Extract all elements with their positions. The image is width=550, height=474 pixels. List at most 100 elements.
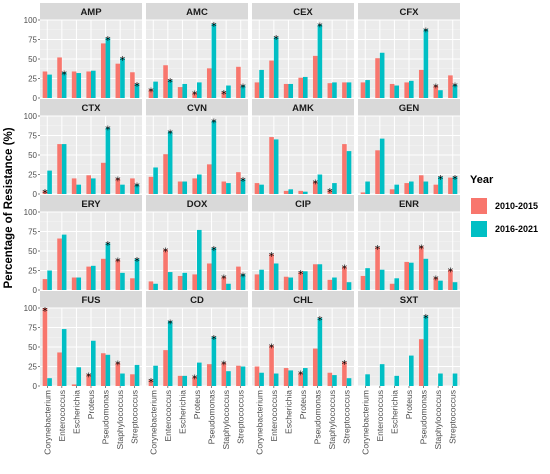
- x-tick-label: Proteus: [86, 390, 96, 419]
- significance-star: *: [211, 244, 217, 257]
- significance-star: *: [211, 117, 217, 130]
- y-tick-label: 0: [33, 94, 38, 103]
- bar-escherichia-a: [71, 277, 77, 290]
- bar-proteus-b: [409, 80, 414, 98]
- bar-enterococcus-b: [61, 234, 67, 290]
- bar-escherichia-b: [394, 375, 400, 386]
- bar-enterococcus-b: [379, 138, 385, 194]
- significance-star: *: [42, 305, 48, 318]
- y-tick-label: 25: [28, 75, 37, 84]
- panel-strip: [146, 291, 248, 308]
- bar-corynebacterium-a: [148, 379, 154, 386]
- panel-chl: CHL * * * * Corynebacterium Enterococcus Escher…: [252, 291, 354, 455]
- significance-star: *: [423, 25, 429, 38]
- significance-star: *: [448, 266, 454, 279]
- bar-streptococcus-a: [236, 172, 241, 194]
- bar-pseudomonas-a: [312, 348, 318, 386]
- bar-corynebacterium-b: [365, 374, 370, 386]
- bar-pseudomonas-b: [105, 354, 111, 386]
- bar-escherichia-a: [283, 368, 289, 386]
- bar-pseudomonas-a: [312, 55, 318, 98]
- bar-streptococcus-a: [130, 72, 135, 98]
- bar-streptococcus-b: [240, 179, 246, 194]
- bar-pseudomonas-a: [418, 69, 424, 98]
- y-tick-label: 25: [28, 267, 37, 276]
- bar-streptococcus-b: [134, 258, 140, 290]
- bar-proteus-a: [404, 183, 409, 194]
- bar-proteus-a: [298, 77, 303, 98]
- significance-star: *: [240, 82, 246, 95]
- bar-proteus-b: [91, 178, 96, 194]
- x-tick-label: Escherichia: [177, 390, 187, 434]
- bar-staphylococcus-a: [221, 276, 227, 290]
- bar-pseudomonas-b: [211, 23, 217, 98]
- panel-title: ERY: [81, 199, 101, 210]
- significance-star: *: [269, 341, 275, 354]
- bar-escherichia-a: [71, 71, 77, 98]
- bar-pseudomonas-a: [100, 43, 106, 98]
- bar-staphylococcus-a: [327, 83, 333, 98]
- bar-pseudomonas-a: [418, 175, 424, 194]
- bar-proteus-a: [404, 82, 409, 98]
- x-tick-label: Pseudomonas: [313, 390, 323, 444]
- bar-pseudomonas-b: [105, 37, 111, 98]
- y-tick-label: 50: [28, 55, 37, 64]
- significance-star: *: [433, 82, 439, 95]
- panel-title: CTX: [82, 103, 102, 114]
- bar-streptococcus-b: [452, 84, 458, 98]
- bar-pseudomonas-a: [100, 258, 106, 290]
- bar-pseudomonas-a: [100, 353, 106, 386]
- significance-star: *: [167, 128, 173, 141]
- bar-pseudomonas-a: [206, 364, 212, 386]
- bar-streptococcus-b: [134, 184, 140, 194]
- bar-enterococcus-a: [375, 58, 380, 98]
- bar-enterococcus-b: [167, 80, 173, 98]
- bar-staphylococcus-b: [120, 58, 125, 98]
- panel-amp: AMP * * * * 0 25 50 75 100: [24, 3, 142, 103]
- x-tick-label: Staphylococcus: [221, 390, 231, 450]
- bar-staphylococcus-a: [433, 277, 439, 290]
- bar-staphylococcus-b: [332, 82, 337, 98]
- bar-corynebacterium-a: [254, 82, 260, 98]
- significance-star: *: [342, 358, 348, 371]
- bar-enterococcus-a: [269, 254, 274, 290]
- panel-title: CHL: [293, 295, 313, 306]
- bar-escherichia-a: [177, 181, 183, 194]
- bar-staphylococcus-b: [226, 183, 231, 194]
- bar-escherichia-b: [394, 184, 400, 194]
- x-tick-label: Pseudomonas: [101, 390, 111, 444]
- bar-staphylococcus-b: [438, 90, 443, 98]
- panel-cip: CIP * * *: [252, 195, 354, 291]
- panel-cd: CD*****Corynebacterium Enterococcus Escher…: [146, 291, 248, 455]
- bar-staphylococcus-a: [115, 259, 121, 290]
- bar-pseudomonas-b: [317, 264, 323, 290]
- y-tick-label: 100: [24, 304, 38, 313]
- bar-streptococcus-a: [448, 269, 453, 290]
- bar-staphylococcus-b: [438, 176, 443, 194]
- bar-staphylococcus-b: [226, 283, 231, 290]
- bar-escherichia-b: [182, 272, 188, 290]
- bar-corynebacterium-a: [254, 183, 260, 194]
- bar-proteus-a: [192, 178, 197, 194]
- bar-escherichia-a: [71, 178, 77, 194]
- x-tick-label: Streptococcus: [448, 390, 458, 444]
- bar-corynebacterium-a: [148, 176, 154, 194]
- significance-star: *: [211, 333, 217, 346]
- x-tick-label: Enterococcus: [269, 390, 279, 442]
- x-tick-label: Escherichia: [71, 390, 81, 434]
- bar-enterococcus-a: [163, 249, 168, 290]
- x-tick-label: Corynebacterium: [148, 390, 158, 455]
- bar-pseudomonas-b: [211, 120, 217, 194]
- significance-star: *: [120, 54, 126, 67]
- panel-strip: [358, 99, 460, 116]
- bar-pseudomonas-a: [206, 263, 212, 290]
- bar-escherichia-b: [182, 181, 188, 194]
- significance-star: *: [134, 80, 140, 93]
- bar-pseudomonas-a: [312, 264, 318, 290]
- bar-proteus-b: [91, 70, 96, 98]
- bar-enterococcus-b: [167, 321, 173, 386]
- bar-escherichia-a: [71, 384, 77, 386]
- legend-key-2: [471, 221, 487, 237]
- bar-proteus-a: [86, 175, 91, 194]
- significance-star: *: [342, 263, 348, 276]
